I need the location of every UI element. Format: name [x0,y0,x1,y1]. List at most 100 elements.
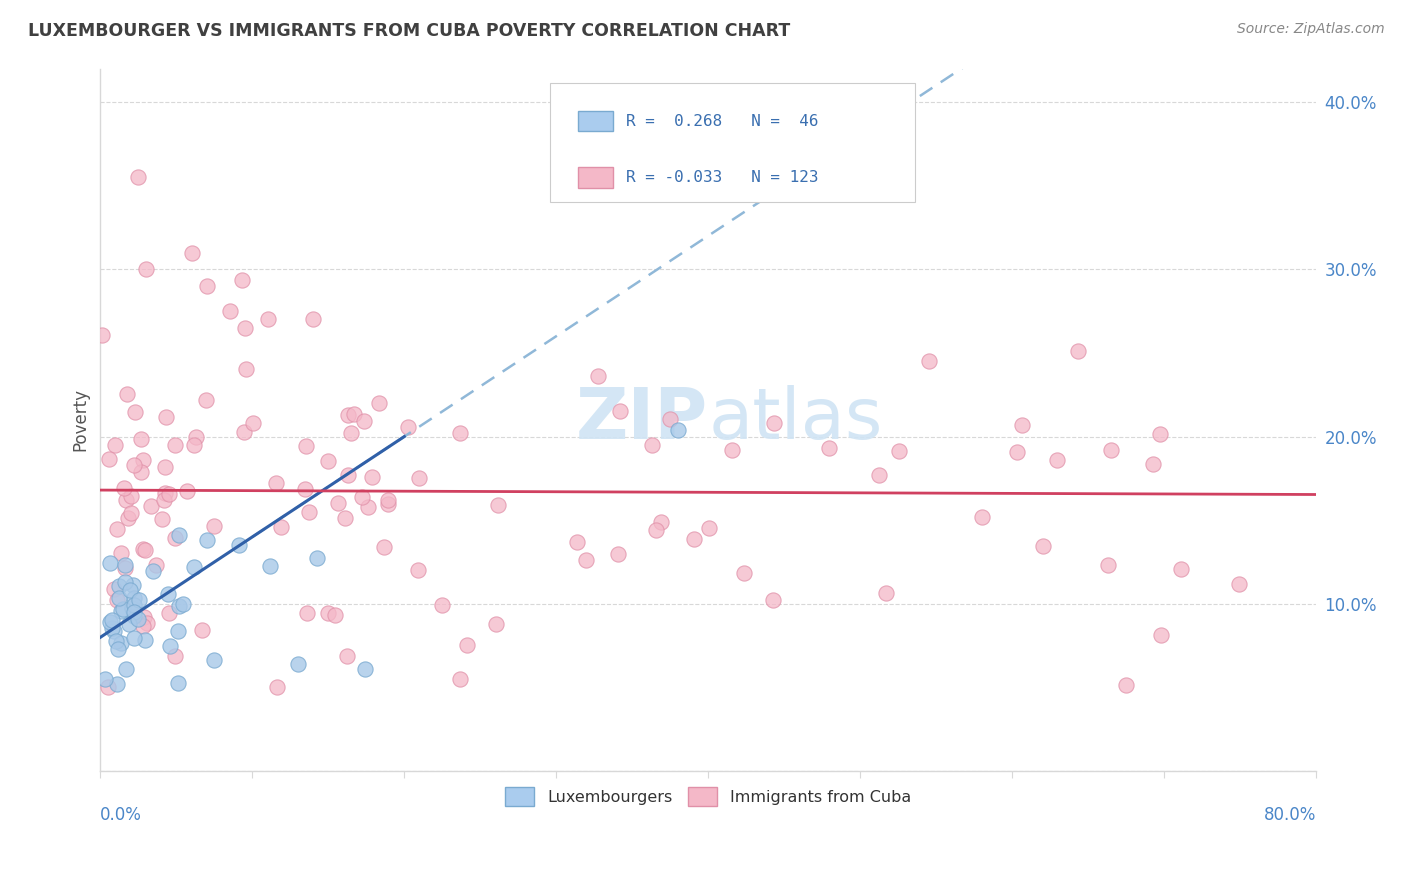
Point [650,515,672,529]
Point [565,535,588,549]
Point [132,542,155,557]
Point [377,492,399,507]
Point [190,623,212,637]
Point [720,443,742,458]
Point [120,489,142,503]
Point [762,593,785,607]
Point [430,598,453,612]
Point [353,414,375,428]
Point [121,578,143,592]
Point [93,672,115,686]
Point [152,492,174,507]
Point [97,681,120,695]
Text: R =  0.268   N =  46: R = 0.268 N = 46 [626,113,818,128]
FancyBboxPatch shape [578,167,613,187]
Point [1170,562,1192,576]
Point [256,312,278,326]
Point [131,619,153,633]
Point [336,467,359,482]
Point [157,606,180,620]
Point [194,392,217,407]
Point [763,417,786,431]
Point [167,528,190,542]
Point [124,405,146,419]
Point [132,610,155,624]
Point [98,556,121,570]
Point [122,608,145,623]
Point [157,587,180,601]
Point [159,639,181,653]
Point [105,677,128,691]
Point [155,409,177,424]
Point [918,354,941,368]
Point [180,245,202,260]
Point [305,551,328,566]
Point [114,560,136,574]
Point [153,485,176,500]
Point [117,510,139,524]
Point [134,542,156,557]
Point [683,533,706,547]
Point [231,273,253,287]
Point [1032,539,1054,553]
Point [114,558,136,573]
Point [1142,457,1164,471]
Point [575,553,598,567]
Point [354,663,377,677]
Point [352,490,374,504]
Point [1011,418,1033,433]
Point [122,631,145,645]
Point [108,591,131,606]
Point [127,170,149,185]
Point [176,484,198,499]
Point [406,563,429,577]
Point [115,662,138,676]
Point [165,531,187,545]
Point [134,632,156,647]
Point [105,593,128,607]
Point [110,604,132,618]
Point [641,438,664,452]
Text: Source: ZipAtlas.com: Source: ZipAtlas.com [1237,22,1385,37]
Point [295,439,318,453]
Text: 80.0%: 80.0% [1264,806,1316,824]
Point [264,476,287,491]
Point [1227,577,1250,591]
Point [135,616,157,631]
Point [316,607,339,621]
Point [1150,628,1173,642]
Point [326,496,349,510]
Point [195,533,218,548]
Point [396,419,419,434]
Point [1115,678,1137,692]
Point [202,652,225,666]
Point [889,444,911,458]
Point [644,523,666,537]
Point [103,582,125,596]
Point [167,676,190,690]
Point [103,624,125,638]
Point [127,612,149,626]
Point [98,615,121,629]
Text: 0.0%: 0.0% [100,806,142,824]
Text: ZIP: ZIP [576,385,709,454]
Point [233,321,256,335]
Point [122,591,145,606]
Point [128,593,150,607]
Point [609,404,631,418]
Point [295,606,318,620]
Point [150,512,173,526]
Point [1099,442,1122,457]
FancyBboxPatch shape [550,83,915,202]
Point [449,425,471,440]
Point [112,481,135,495]
Point [408,471,430,485]
Point [114,575,136,590]
Text: atlas: atlas [709,385,883,454]
Point [586,368,609,383]
Point [323,608,346,623]
Point [316,454,339,468]
Point [658,412,681,426]
Point [112,602,135,616]
Point [110,546,132,560]
